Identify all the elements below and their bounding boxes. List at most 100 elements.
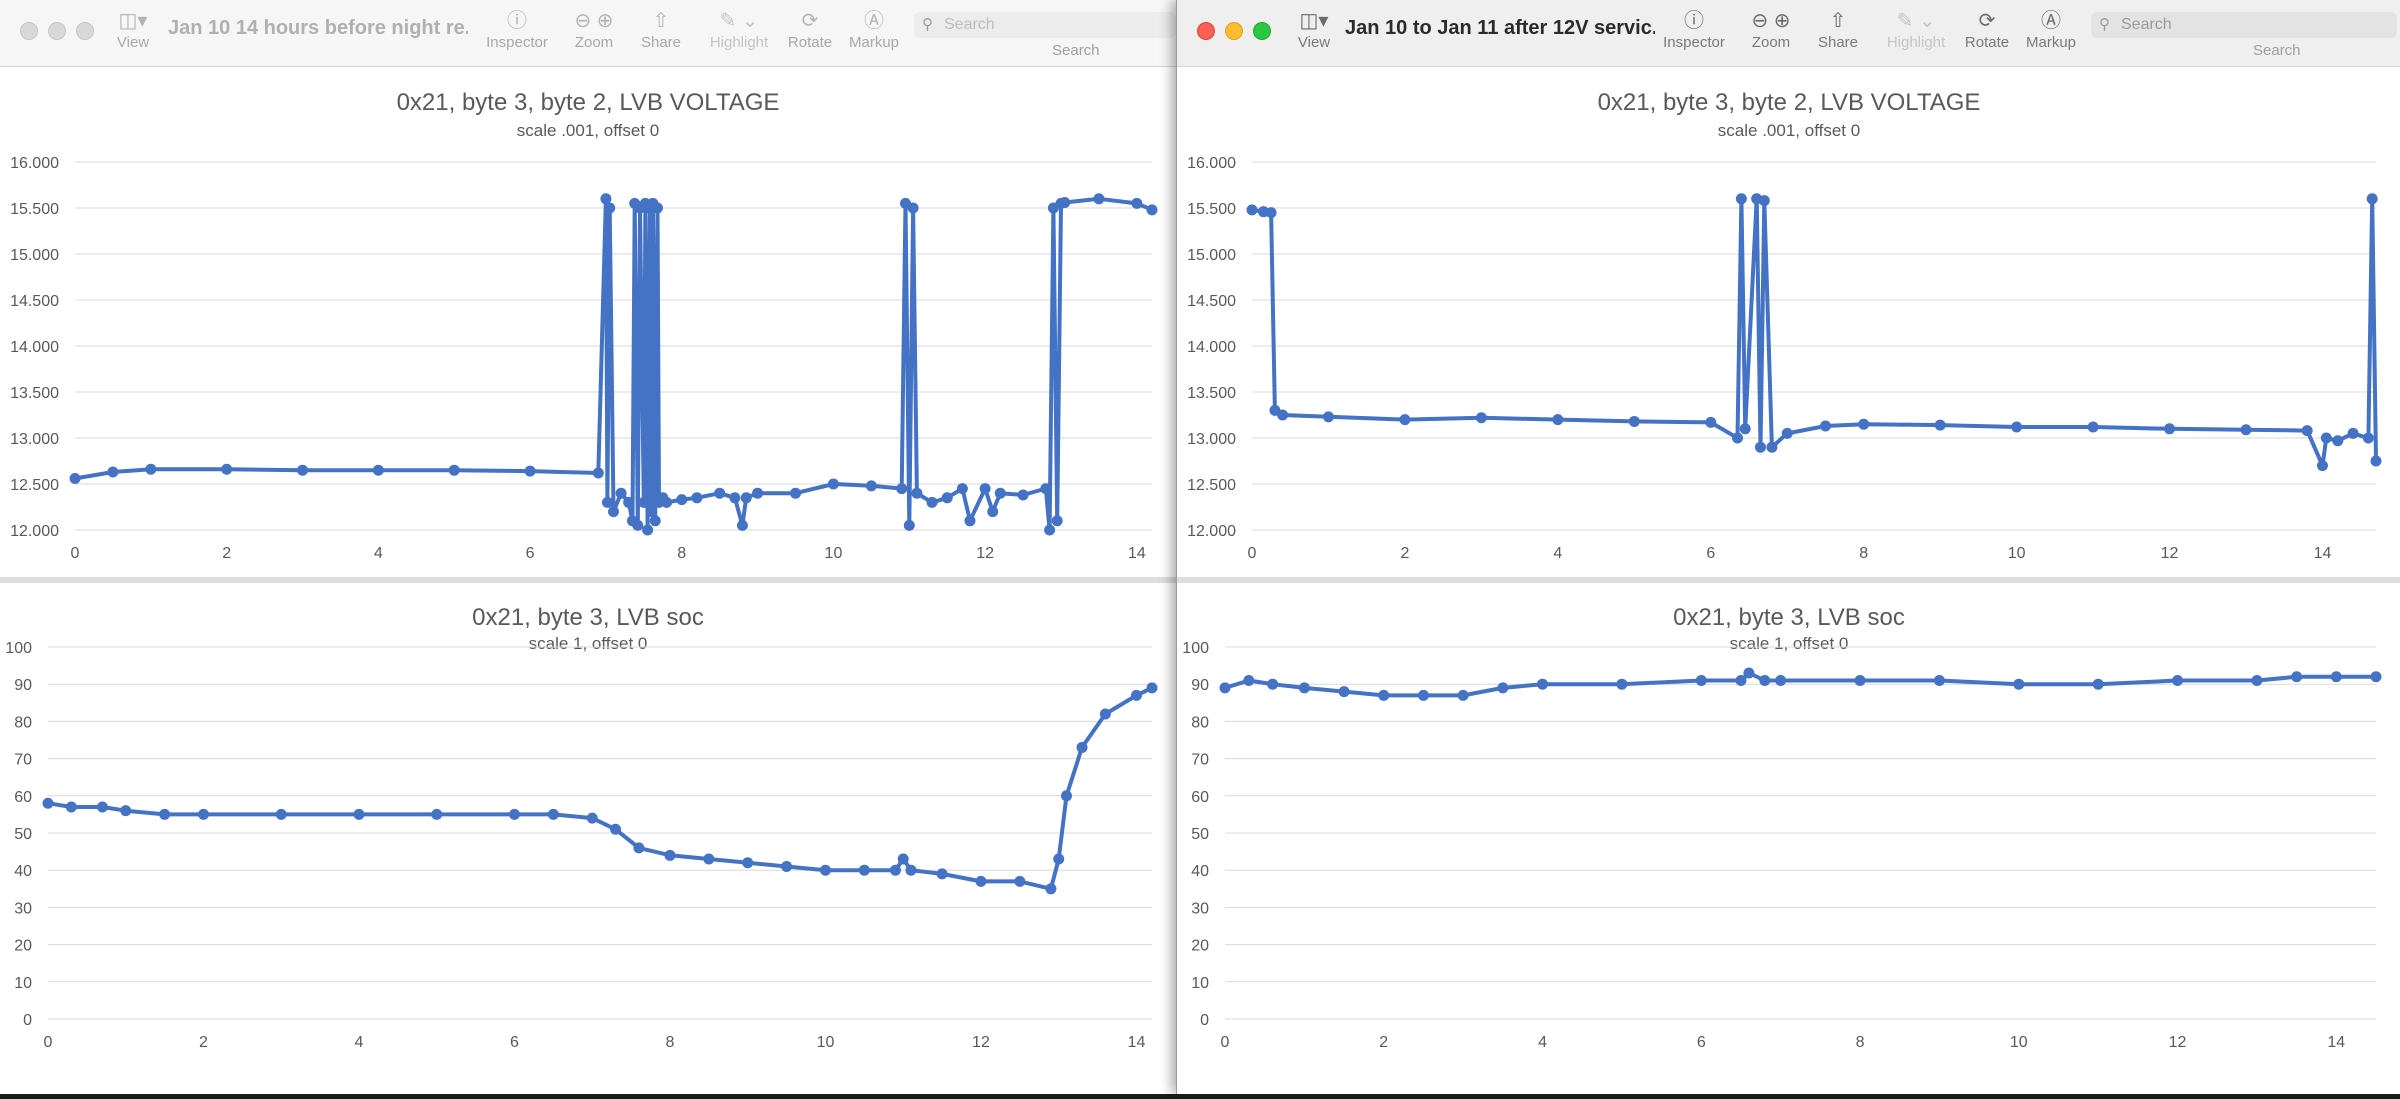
x-tick-label: 4 [1538,1034,1547,1051]
preview-window-left[interactable]: ◫▾ View Jan 10 14 hours before night re.… [0,0,1176,1094]
highlight-button[interactable]: ✎ ⌄ Highlight [696,8,782,62]
y-tick-label: 60 [1191,789,1209,806]
data-point [1743,667,1755,679]
rotate-button[interactable]: ⟳ Rotate [782,8,838,62]
data-point [905,864,917,876]
search-input[interactable]: ⚲ Search [914,12,1176,38]
highlight-button[interactable]: ✎ ⌄ Highlight [1873,8,1959,62]
x-tick-label: 6 [1697,1034,1706,1051]
markup-icon: Ⓐ [2041,10,2061,32]
data-point [601,496,613,508]
x-tick-label: 8 [666,1034,675,1051]
data-point [2172,674,2184,686]
y-tick-label: 14.000 [10,339,59,356]
search-label: Search [1052,42,1100,59]
zoom-button[interactable]: ⊖ ⊕ Zoom [566,8,622,62]
x-tick-label: 10 [825,545,843,562]
y-tick-label: 14.500 [10,293,59,310]
maximize-button[interactable] [76,22,94,40]
maximize-button[interactable] [1253,22,1271,40]
data-point [903,519,915,531]
data-point [448,464,460,476]
inspector-button[interactable]: ⓘ Inspector [1661,8,1727,62]
y-tick-label: 15.500 [1187,201,1236,218]
data-point [1628,415,1640,427]
share-button[interactable]: ⇧ Share [636,8,686,62]
data-point [1537,678,1549,690]
data-point [1219,682,1231,694]
x-tick-label: 12 [2169,1034,2187,1051]
data-point [2164,423,2176,435]
x-tick-label: 8 [1859,545,1868,562]
view-button[interactable]: ◫▾ View [112,8,154,62]
data-point [1858,418,1870,430]
lvb-voltage-chart: 0x21, byte 3, byte 2, LVB VOLTAGE scale .… [1187,89,2382,562]
y-tick-label: 14.000 [1187,339,1236,356]
search-input[interactable]: ⚲ Search [2091,12,2397,38]
data-point [752,487,764,499]
data-point [956,483,968,495]
data-point [1099,708,1111,720]
markup-button[interactable]: Ⓐ Markup [2023,8,2079,62]
inspector-button[interactable]: ⓘ Inspector [484,8,550,62]
y-tick-label: 10 [14,975,32,992]
minimize-button[interactable] [1225,22,1243,40]
zoom-icon: ⊖ ⊕ [1751,10,1791,32]
chart-subtitle: scale .001, offset 0 [1718,121,1860,140]
chart-title: 0x21, byte 3, byte 2, LVB VOLTAGE [1598,89,1981,116]
lvb-soc-chart: 0x21, byte 3, LVB soc scale 1, offset 0 0 1… [1182,604,2382,1051]
share-button[interactable]: ⇧ Share [1813,8,1863,62]
close-button[interactable] [20,22,38,40]
x-tick-label: 4 [1553,545,1562,562]
x-tick-label: 6 [510,1034,519,1051]
data-point [2366,193,2378,205]
data-point [1775,674,1787,686]
document-content: 0x21, byte 3, byte 2, LVB VOLTAGE scale .… [1177,67,2400,1094]
data-point [1457,689,1469,701]
data-point [2362,432,2374,444]
x-tick-label: 2 [1379,1034,1388,1051]
inspector-label: Inspector [1663,34,1725,51]
data-point [615,487,627,499]
chart-divider [1177,577,2400,583]
y-tick-label: 80 [1191,714,1209,731]
data-point [987,506,999,518]
view-button[interactable]: ◫▾ View [1293,8,1335,62]
y-tick-label: 12.000 [1187,523,1236,540]
preview-window-right[interactable]: ◫▾ View Jan 10 to Jan 11 after 12V servi… [1176,0,2400,1094]
zoom-button[interactable]: ⊖ ⊕ Zoom [1743,8,1799,62]
data-point [1060,790,1072,802]
highlight-label: Highlight [1886,34,1946,51]
data-point [1552,414,1564,426]
data-point [2320,432,2332,444]
data-point [633,842,645,854]
data-point [941,492,953,504]
rotate-button[interactable]: ⟳ Rotate [1959,8,2015,62]
data-point [926,496,938,508]
data-point [1267,678,1279,690]
chart-title: 0x21, byte 3, byte 2, LVB VOLTAGE [397,89,780,116]
data-point [1819,420,1831,432]
data-point [431,808,443,820]
markup-button[interactable]: Ⓐ Markup [846,8,902,62]
close-button[interactable] [1197,22,1215,40]
data-point [664,849,676,861]
y-tick-label: 70 [1191,752,1209,769]
chart-subtitle: scale 1, offset 0 [529,634,648,653]
data-point [2347,427,2359,439]
data-point [1754,441,1766,453]
data-point [372,464,384,476]
minimize-button[interactable] [48,22,66,40]
series-line [74,196,1153,532]
y-tick-label: 50 [14,826,32,843]
data-point [865,480,877,492]
y-tick-label: 15.000 [1187,247,1236,264]
markup-label: Markup [848,34,900,51]
data-point [975,875,987,887]
share-icon: ⇧ [1829,10,1847,32]
data-point [1076,741,1088,753]
share-label: Share [640,34,682,51]
data-point [96,801,108,813]
data-point [1059,196,1071,208]
data-point [1093,193,1105,205]
